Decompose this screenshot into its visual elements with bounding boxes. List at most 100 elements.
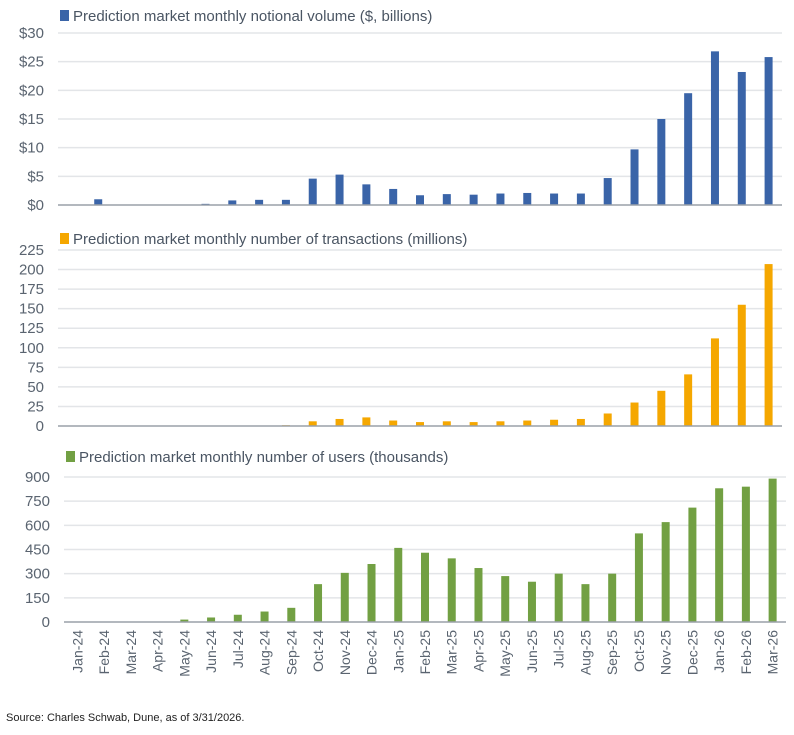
bar-Sep-24 bbox=[287, 607, 296, 622]
bar-Jul-25 bbox=[550, 193, 559, 205]
bar-Sep-24 bbox=[281, 199, 290, 205]
y-tick-label: 0 bbox=[36, 418, 44, 435]
bar-Aug-25 bbox=[576, 193, 585, 205]
bar-Sep-25 bbox=[603, 413, 612, 426]
y-tick-label: 200 bbox=[19, 262, 44, 279]
bar-Jan-25 bbox=[389, 420, 398, 426]
bar-Dec-24 bbox=[362, 184, 371, 205]
bar-Apr-25 bbox=[469, 194, 478, 205]
x-tick-label: May-25 bbox=[497, 630, 513, 677]
x-tick-label: Nov-25 bbox=[658, 630, 674, 675]
bar-Aug-25 bbox=[581, 584, 590, 622]
x-tick-label: Dec-24 bbox=[364, 630, 380, 675]
bar-Dec-24 bbox=[362, 417, 371, 426]
legend-label-1: Prediction market monthly notional volum… bbox=[73, 8, 432, 25]
bar-Mar-26 bbox=[764, 264, 773, 426]
legend-label-2: Prediction market monthly number of tran… bbox=[73, 231, 467, 248]
x-tick-label: May-24 bbox=[176, 630, 192, 677]
bar-Oct-24 bbox=[308, 421, 317, 426]
bar-Nov-25 bbox=[657, 119, 666, 205]
bar-Jul-24 bbox=[233, 614, 242, 622]
bar-May-24 bbox=[180, 619, 189, 622]
bar-Nov-24 bbox=[335, 174, 344, 205]
bar-Aug-24 bbox=[255, 199, 264, 205]
bar-Jul-24 bbox=[228, 200, 237, 205]
bar-Aug-25 bbox=[576, 418, 585, 426]
y-tick-label: 25 bbox=[27, 398, 44, 415]
x-tick-label: Jan-24 bbox=[69, 630, 85, 673]
legend-label-3: Prediction market monthly number of user… bbox=[79, 449, 448, 466]
x-tick-label: Jan-25 bbox=[390, 630, 406, 673]
bar-Nov-25 bbox=[657, 390, 666, 426]
bar-Jan-26 bbox=[710, 51, 719, 206]
bar-Sep-25 bbox=[603, 178, 612, 205]
y-tick-label: $5 bbox=[27, 168, 44, 185]
x-tick-label: Aug-25 bbox=[577, 630, 593, 675]
y-tick-label: $10 bbox=[19, 140, 44, 157]
y-tick-label: 900 bbox=[25, 469, 50, 486]
x-tick-label: Sep-24 bbox=[283, 630, 299, 675]
bar-Feb-26 bbox=[737, 304, 746, 426]
bar-Mar-25 bbox=[442, 421, 451, 426]
bar-Dec-25 bbox=[688, 507, 697, 622]
bar-Feb-25 bbox=[416, 195, 424, 205]
x-tick-label: Nov-24 bbox=[337, 630, 353, 675]
y-tick-label: 175 bbox=[19, 281, 44, 298]
x-tick-label: Sep-25 bbox=[604, 630, 620, 675]
y-tick-label: 0 bbox=[42, 614, 50, 631]
bar-Apr-25 bbox=[474, 568, 483, 622]
source-note: Source: Charles Schwab, Dune, as of 3/31… bbox=[6, 712, 245, 724]
x-tick-label: Jun-24 bbox=[203, 630, 219, 673]
bar-Dec-25 bbox=[684, 93, 693, 205]
y-tick-label: $30 bbox=[19, 25, 44, 42]
bar-Oct-24 bbox=[308, 178, 317, 205]
y-tick-label: 750 bbox=[25, 493, 50, 510]
bar-Oct-25 bbox=[634, 533, 643, 622]
x-tick-label: Mar-26 bbox=[765, 630, 781, 675]
bar-Mar-25 bbox=[442, 194, 451, 205]
bar-Aug-24 bbox=[260, 611, 269, 622]
x-tick-label: Jun-25 bbox=[524, 630, 540, 673]
bar-May-25 bbox=[501, 576, 510, 622]
y-tick-label: 450 bbox=[25, 542, 50, 559]
bar-Jan-25 bbox=[389, 188, 398, 205]
bar-Feb-25 bbox=[416, 422, 424, 426]
y-tick-label: 150 bbox=[19, 301, 44, 318]
x-tick-label: Aug-24 bbox=[257, 630, 273, 675]
bar-Feb-25 bbox=[421, 552, 429, 622]
y-tick-label: 100 bbox=[19, 340, 44, 357]
y-tick-label: $0 bbox=[27, 197, 44, 214]
bar-Dec-24 bbox=[367, 564, 376, 622]
bar-Jun-25 bbox=[523, 420, 532, 426]
bar-Feb-26 bbox=[741, 486, 750, 622]
bar-Oct-25 bbox=[630, 149, 639, 205]
bar-Oct-25 bbox=[630, 402, 639, 426]
y-tick-label: 300 bbox=[25, 566, 50, 583]
bar-May-25 bbox=[496, 193, 505, 205]
y-tick-label: 150 bbox=[25, 590, 50, 607]
bar-Dec-25 bbox=[684, 374, 693, 426]
bar-Jul-25 bbox=[550, 419, 559, 426]
y-tick-label: $25 bbox=[19, 54, 44, 71]
x-tick-label: Feb-25 bbox=[417, 630, 433, 675]
y-tick-label: 600 bbox=[25, 517, 50, 534]
x-tick-label: Dec-25 bbox=[684, 630, 700, 675]
legend-swatch-3 bbox=[66, 451, 75, 462]
bar-Apr-25 bbox=[469, 422, 478, 426]
bar-Jun-25 bbox=[527, 581, 536, 622]
y-tick-label: $15 bbox=[19, 111, 44, 128]
bar-Jul-25 bbox=[554, 573, 563, 622]
x-tick-label: Oct-25 bbox=[631, 630, 647, 672]
legend-swatch-2 bbox=[60, 233, 69, 244]
y-tick-label: 125 bbox=[19, 320, 44, 337]
x-tick-label: Oct-24 bbox=[310, 630, 326, 672]
x-tick-label: Mar-24 bbox=[123, 630, 139, 675]
y-tick-label: 225 bbox=[19, 242, 44, 259]
x-tick-label: Apr-25 bbox=[470, 630, 486, 672]
y-tick-label: $20 bbox=[19, 82, 44, 99]
legend-swatch-1 bbox=[60, 10, 69, 21]
x-tick-label: Feb-24 bbox=[96, 630, 112, 675]
x-tick-label: Feb-26 bbox=[738, 630, 754, 675]
bar-Nov-24 bbox=[340, 572, 349, 622]
